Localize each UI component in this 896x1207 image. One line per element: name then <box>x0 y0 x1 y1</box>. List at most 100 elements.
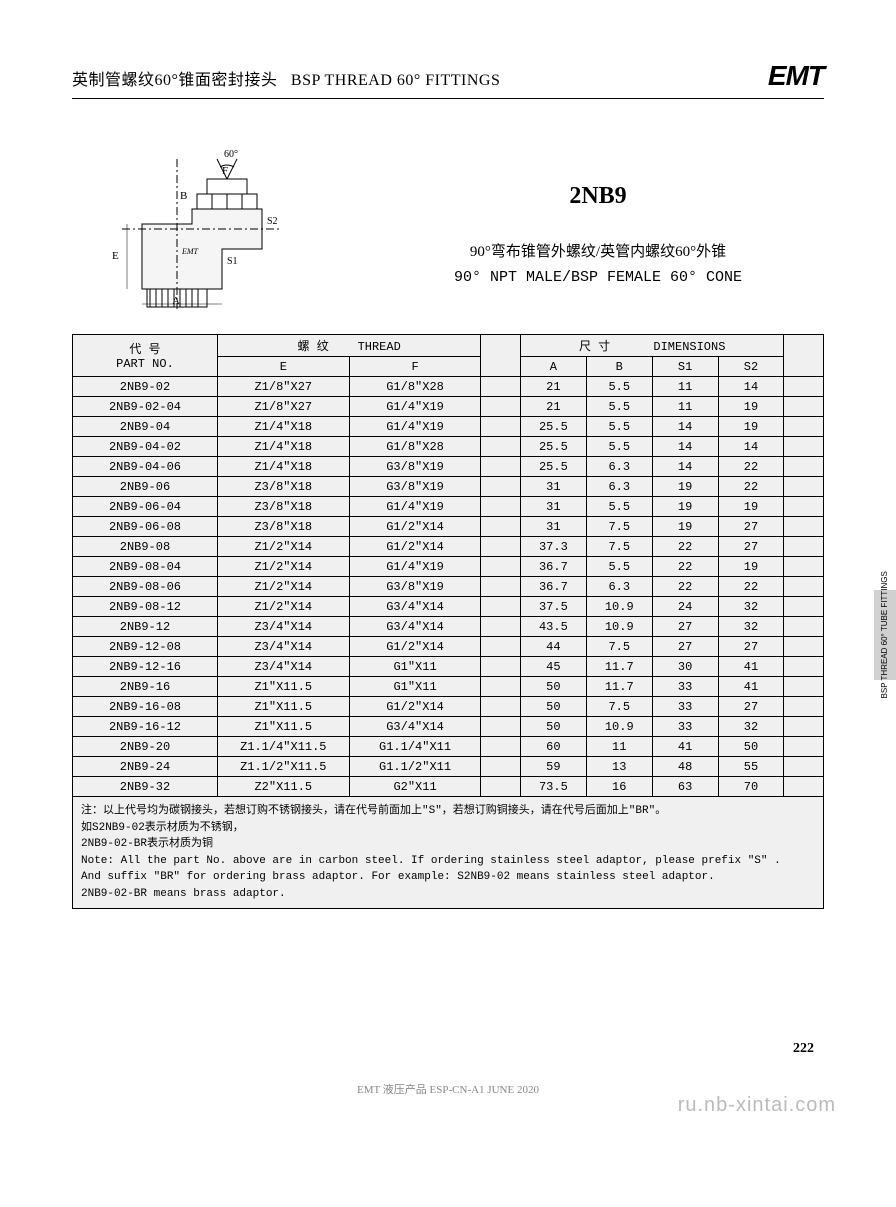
cell-s2: 22 <box>718 577 784 597</box>
cell-a: 50 <box>520 697 586 717</box>
cell-a: 31 <box>520 517 586 537</box>
note-cn1: 注：以上代号均为碳钢接头，若想订购不锈钢接头，请在代号前面加上"S"，若想订购铜… <box>81 803 815 820</box>
cell-f: G1/2"X14 <box>349 537 481 557</box>
cell-gap <box>481 777 521 797</box>
table-row: 2NB9-20Z1.1/4"X11.5G1.1/4"X1160114150 <box>73 737 824 757</box>
table-row: 2NB9-32Z2"X11.5G2"X1173.5166370 <box>73 777 824 797</box>
cell-s2: 55 <box>718 757 784 777</box>
cell-e: Z1"X11.5 <box>217 697 349 717</box>
cell-s2: 27 <box>718 697 784 717</box>
cell-a: 60 <box>520 737 586 757</box>
table-row: 2NB9-08-06Z1/2"X14G3/8"X1936.76.32222 <box>73 577 824 597</box>
cell-s1: 14 <box>652 417 718 437</box>
cell-e: Z3/8"X18 <box>217 477 349 497</box>
cell-a: 50 <box>520 717 586 737</box>
cell-b: 10.9 <box>586 617 652 637</box>
product-desc-cn: 90°弯布锥管外螺纹/英管内螺纹60°外锥 <box>372 240 824 261</box>
cell-pn: 2NB9-12 <box>73 617 218 637</box>
cell-f: G1.1/4"X11 <box>349 737 481 757</box>
cell-pn: 2NB9-20 <box>73 737 218 757</box>
cell-gap <box>481 677 521 697</box>
cell-pn: 2NB9-04-06 <box>73 457 218 477</box>
cell-e: Z1"X11.5 <box>217 717 349 737</box>
cell-s2: 19 <box>718 397 784 417</box>
cell-s1: 19 <box>652 497 718 517</box>
cell-s1: 63 <box>652 777 718 797</box>
cell-pn: 2NB9-12-16 <box>73 657 218 677</box>
cell-s1: 24 <box>652 597 718 617</box>
table-row: 2NB9-04-06Z1/4"X18G3/8"X1925.56.31422 <box>73 457 824 477</box>
cell-s1: 14 <box>652 457 718 477</box>
cell-b: 13 <box>586 757 652 777</box>
cell-f: G1"X11 <box>349 677 481 697</box>
table-row: 2NB9-08-12Z1/2"X14G3/4"X1437.510.92432 <box>73 597 824 617</box>
table-row: 2NB9-12-16Z3/4"X14G1"X114511.73041 <box>73 657 824 677</box>
cell-e: Z3/4"X14 <box>217 657 349 677</box>
cell-gap <box>481 557 521 577</box>
cell-a: 73.5 <box>520 777 586 797</box>
cell-f: G1/4"X19 <box>349 397 481 417</box>
cell-b: 5.5 <box>586 377 652 397</box>
cell-a: 43.5 <box>520 617 586 637</box>
cell-a: 25.5 <box>520 437 586 457</box>
cell-s2: 27 <box>718 637 784 657</box>
table-row: 2NB9-12Z3/4"X14G3/4"X1443.510.92732 <box>73 617 824 637</box>
table-row: 2NB9-02-04Z1/8"X27G1/4"X19215.51119 <box>73 397 824 417</box>
cell-a: 25.5 <box>520 457 586 477</box>
cell-pn: 2NB9-24 <box>73 757 218 777</box>
cell-b: 11.7 <box>586 677 652 697</box>
product-info: 2NB9 90°弯布锥管外螺纹/英管内螺纹60°外锥 90° NPT MALE/… <box>372 173 824 286</box>
page-header: 英制管螺纹60°锥面密封接头 BSP THREAD 60° FITTINGS E… <box>72 60 824 99</box>
note-cn2: 如S2NB9-02表示材质为不锈钢， <box>81 820 815 837</box>
cell-e: Z1/2"X14 <box>217 557 349 577</box>
cell-gap <box>481 577 521 597</box>
hdr-E: E <box>217 357 349 377</box>
cell-b: 7.5 <box>586 697 652 717</box>
cell-last <box>784 757 824 777</box>
cell-s1: 11 <box>652 377 718 397</box>
cell-s1: 27 <box>652 637 718 657</box>
cell-pn: 2NB9-08 <box>73 537 218 557</box>
cell-gap <box>481 477 521 497</box>
cell-s2: 41 <box>718 677 784 697</box>
cell-b: 6.3 <box>586 457 652 477</box>
cell-gap <box>481 537 521 557</box>
cell-last <box>784 557 824 577</box>
cell-last <box>784 577 824 597</box>
note-cn3: 2NB9-02-BR表示材质为铜 <box>81 836 815 853</box>
table-row: 2NB9-24Z1.1/2"X11.5G1.1/2"X1159134855 <box>73 757 824 777</box>
cell-e: Z3/8"X18 <box>217 497 349 517</box>
cell-gap <box>481 637 521 657</box>
hdr-S1: S1 <box>652 357 718 377</box>
cell-last <box>784 477 824 497</box>
cell-gap <box>481 697 521 717</box>
cell-s2: 19 <box>718 417 784 437</box>
cell-pn: 2NB9-02 <box>73 377 218 397</box>
cell-b: 6.3 <box>586 577 652 597</box>
cell-gap <box>481 437 521 457</box>
header-title: 英制管螺纹60°锥面密封接头 BSP THREAD 60° FITTINGS <box>72 66 500 90</box>
diagram-B: B <box>180 190 187 202</box>
cell-b: 7.5 <box>586 637 652 657</box>
cell-pn: 2NB9-02-04 <box>73 397 218 417</box>
cell-s1: 48 <box>652 757 718 777</box>
cell-s2: 14 <box>718 437 784 457</box>
cell-last <box>784 517 824 537</box>
cell-s2: 27 <box>718 537 784 557</box>
cell-gap <box>481 497 521 517</box>
cell-last <box>784 457 824 477</box>
table-row: 2NB9-04-02Z1/4"X18G1/8"X2825.55.51414 <box>73 437 824 457</box>
dimensions-table: 代 号 PART NO. 螺 纹 THREAD 尺 寸 DIMENSIONS E… <box>72 334 824 797</box>
hdr-dim: 尺 寸 DIMENSIONS <box>520 335 784 357</box>
cell-s1: 11 <box>652 397 718 417</box>
cell-e: Z1/8"X27 <box>217 397 349 417</box>
cell-pn: 2NB9-06-04 <box>73 497 218 517</box>
cell-e: Z1/4"X18 <box>217 437 349 457</box>
cell-gap <box>481 737 521 757</box>
hdr-S2: S2 <box>718 357 784 377</box>
cell-e: Z1/4"X18 <box>217 417 349 437</box>
table-row: 2NB9-16-08Z1"X11.5G1/2"X14507.53327 <box>73 697 824 717</box>
cell-s2: 32 <box>718 617 784 637</box>
cell-pn: 2NB9-06 <box>73 477 218 497</box>
cell-f: G1/2"X14 <box>349 517 481 537</box>
